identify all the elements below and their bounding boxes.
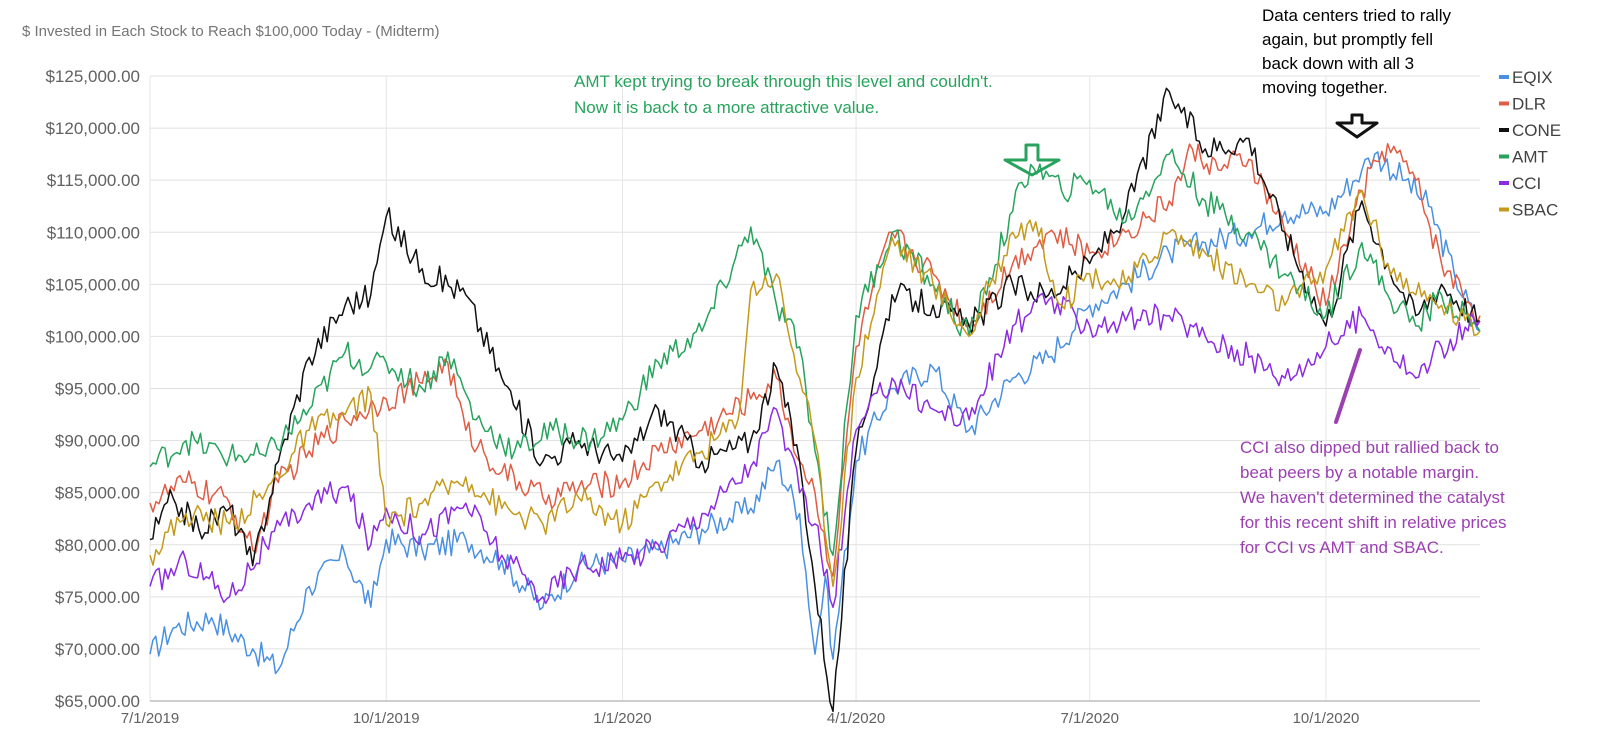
legend-swatch-eqix <box>1499 75 1509 79</box>
annotation-amt: AMT kept trying to break through this le… <box>574 72 993 117</box>
y-tick-label: $105,000.00 <box>45 275 140 294</box>
y-tick-label: $115,000.00 <box>47 171 140 190</box>
legend-label-sbac: SBAC <box>1512 201 1558 220</box>
grid <box>149 75 1480 702</box>
annotation-line: moving together. <box>1262 78 1388 97</box>
cci-pointer-line <box>1334 348 1362 424</box>
legend-swatch-dlr <box>1499 101 1509 106</box>
annotation-line: CCI also dipped but rallied back to <box>1240 438 1499 457</box>
y-tick-label: $70,000.00 <box>55 640 140 659</box>
y-tick-label: $80,000.00 <box>55 536 140 555</box>
legend: EQIX DLR CONE AMT CCI SBAC <box>1499 68 1561 220</box>
chart-title: $ Invested in Each Stock to Reach $100,0… <box>22 23 439 40</box>
legend-label-amt: AMT <box>1512 148 1548 167</box>
y-tick-label: $95,000.00 <box>55 380 140 399</box>
legend-swatch-cci <box>1499 181 1509 185</box>
x-tick-label: 10/1/2019 <box>353 710 420 727</box>
x-tick-label: 1/1/2020 <box>593 710 651 727</box>
annotation-line: again, but promptly fell <box>1262 30 1433 49</box>
annotation-line: for CCI vs AMT and SBAC. <box>1240 538 1444 557</box>
series-line-eqix <box>149 151 1481 675</box>
y-tick-label: $125,000.00 <box>45 67 140 86</box>
annotation-line: back down with all 3 <box>1262 54 1414 73</box>
annotations: AMT kept trying to break through this le… <box>574 6 1506 557</box>
y-tick-label: $85,000.00 <box>55 484 140 503</box>
annotation-line: Data centers tried to rally <box>1262 6 1451 25</box>
legend-swatch-sbac <box>1499 207 1509 212</box>
annotation-line: We haven't determined the catalyst <box>1240 488 1505 507</box>
y-tick-label: $120,000.00 <box>45 119 140 138</box>
legend-label-cone: CONE <box>1512 121 1561 140</box>
legend-label-cci: CCI <box>1512 174 1541 193</box>
y-tick-label: $100,000.00 <box>45 327 140 346</box>
y-tick-label: $75,000.00 <box>55 588 140 607</box>
legend-swatch-cone <box>1499 128 1509 132</box>
series-line-sbac <box>149 189 1481 588</box>
legend-label-dlr: DLR <box>1512 95 1546 114</box>
annotation-line: AMT kept trying to break through this le… <box>574 72 993 91</box>
series-line-amt <box>149 148 1481 556</box>
legend-label-eqix: EQIX <box>1512 68 1553 87</box>
x-tick-label: 7/1/2020 <box>1061 710 1119 727</box>
annotation-line: for this recent shift in relative prices <box>1240 513 1506 532</box>
annotation-data-centers: Data centers tried to rally again, but pr… <box>1262 6 1451 97</box>
series-line-cone <box>149 87 1481 713</box>
x-tick-label: 10/1/2020 <box>1293 710 1360 727</box>
y-tick-label: $65,000.00 <box>55 692 140 711</box>
annotation-cci: CCI also dipped but rallied back to beat … <box>1240 438 1506 557</box>
annotation-line: Now it is back to a more attractive valu… <box>574 98 879 117</box>
y-tick-label: $110,000.00 <box>47 223 140 242</box>
x-tick-label: 7/1/2019 <box>121 710 179 727</box>
axes: $65,000.00 $70,000.00 $75,000.00 $80,000.00… <box>45 67 1480 727</box>
down-arrow-black-icon <box>1335 113 1379 139</box>
x-tick-label: 4/1/2020 <box>827 710 885 727</box>
series-line-cci <box>149 292 1481 609</box>
legend-swatch-amt <box>1499 154 1509 159</box>
annotation-line: beat peers by a notable margin. <box>1240 463 1479 482</box>
y-tick-label: $90,000.00 <box>55 432 140 451</box>
series-layer <box>149 87 1481 713</box>
down-arrow-green-icon <box>1003 143 1061 177</box>
